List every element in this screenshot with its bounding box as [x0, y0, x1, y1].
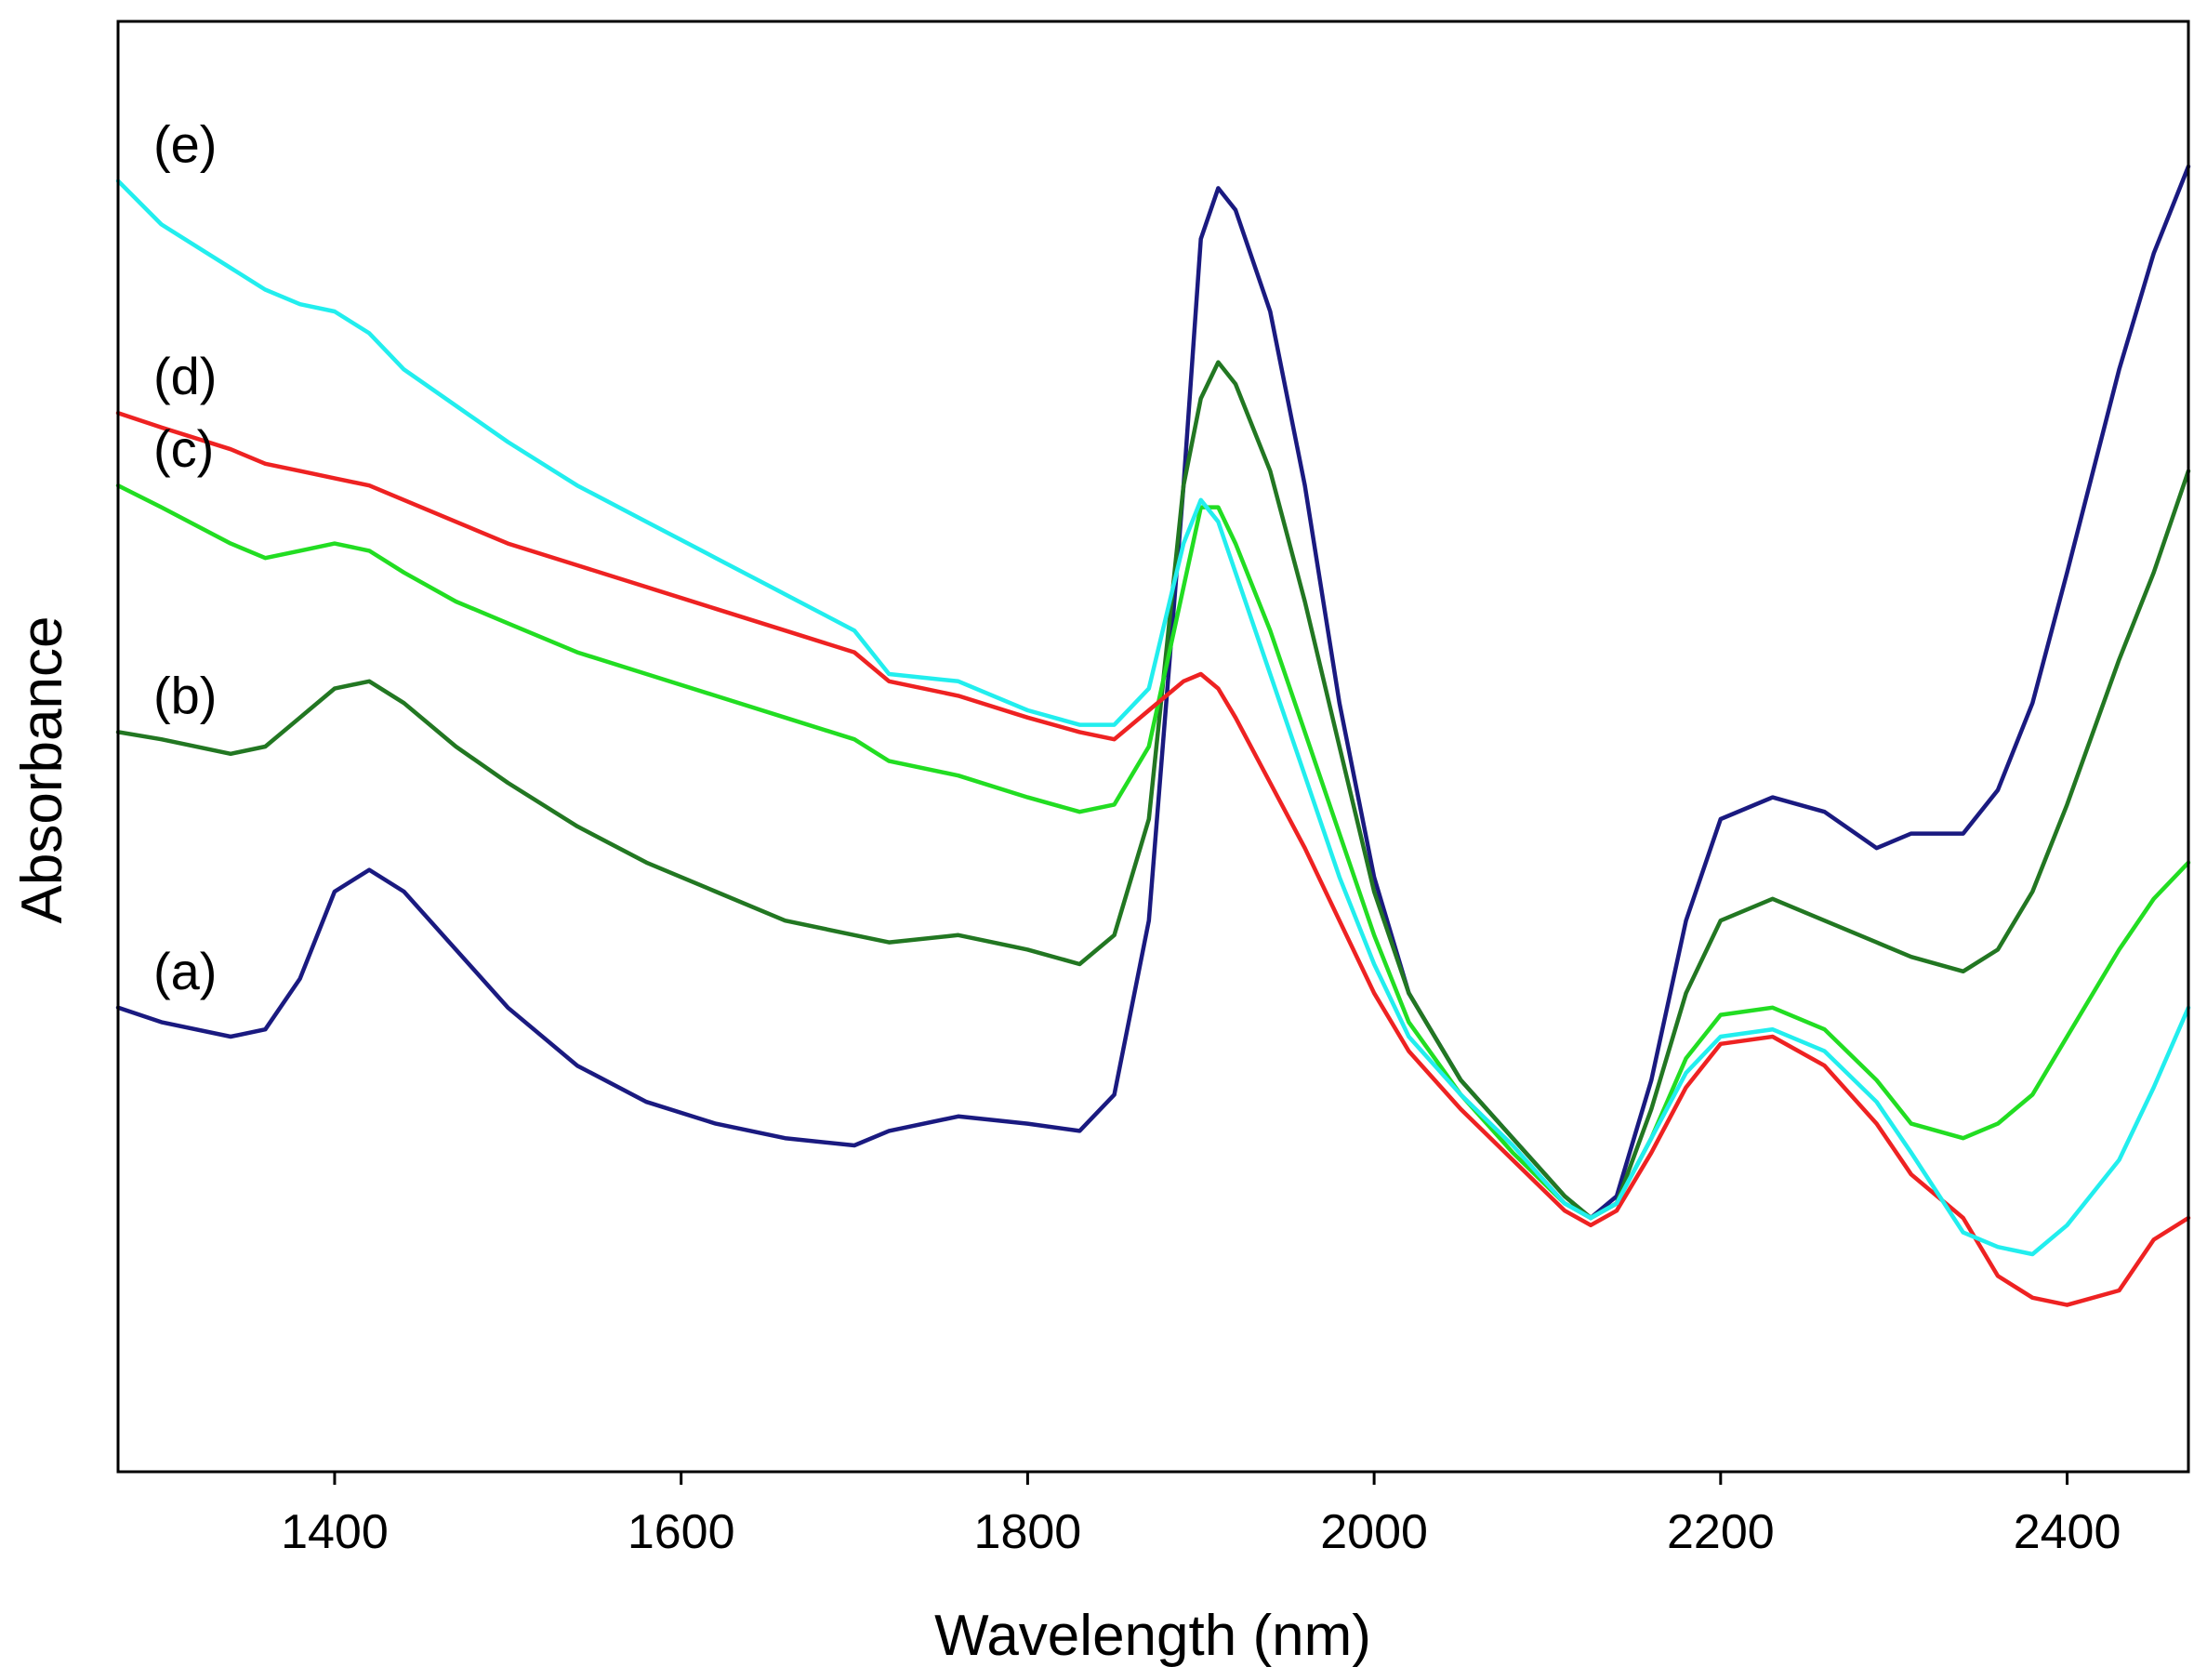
x-tick-label: 1800 [974, 1505, 1082, 1559]
x-tick-label: 2400 [2014, 1505, 2121, 1559]
series-label-e: (e) [153, 115, 217, 174]
x-tick-label: 1600 [628, 1505, 735, 1559]
y-axis-title: Absorbance [10, 616, 74, 924]
x-axis-ticks: 1400 1600 1800 2000 2200 2400 [281, 1472, 2121, 1559]
series-line-d [115, 410, 2191, 1307]
series-label-b: (b) [153, 666, 217, 724]
series-labels: (a) (b) (c) (d) (e) [153, 115, 217, 1000]
x-tick-label: 2000 [1320, 1505, 1428, 1559]
series-label-c: (c) [153, 419, 214, 478]
series-label-d: (d) [153, 347, 217, 405]
x-tick-label: 1400 [281, 1505, 389, 1559]
plot-frame [116, 20, 2190, 1474]
series-line-e [115, 179, 2191, 1257]
x-tick-label: 2200 [1667, 1505, 1775, 1559]
series-label-a: (a) [153, 942, 217, 1000]
series-line-b [115, 360, 2191, 1221]
series-line-a [115, 164, 2191, 1221]
series-layer [115, 164, 2191, 1307]
x-axis-title: Wavelength (nm) [934, 1604, 1371, 1668]
series-line-c [115, 483, 2191, 1221]
